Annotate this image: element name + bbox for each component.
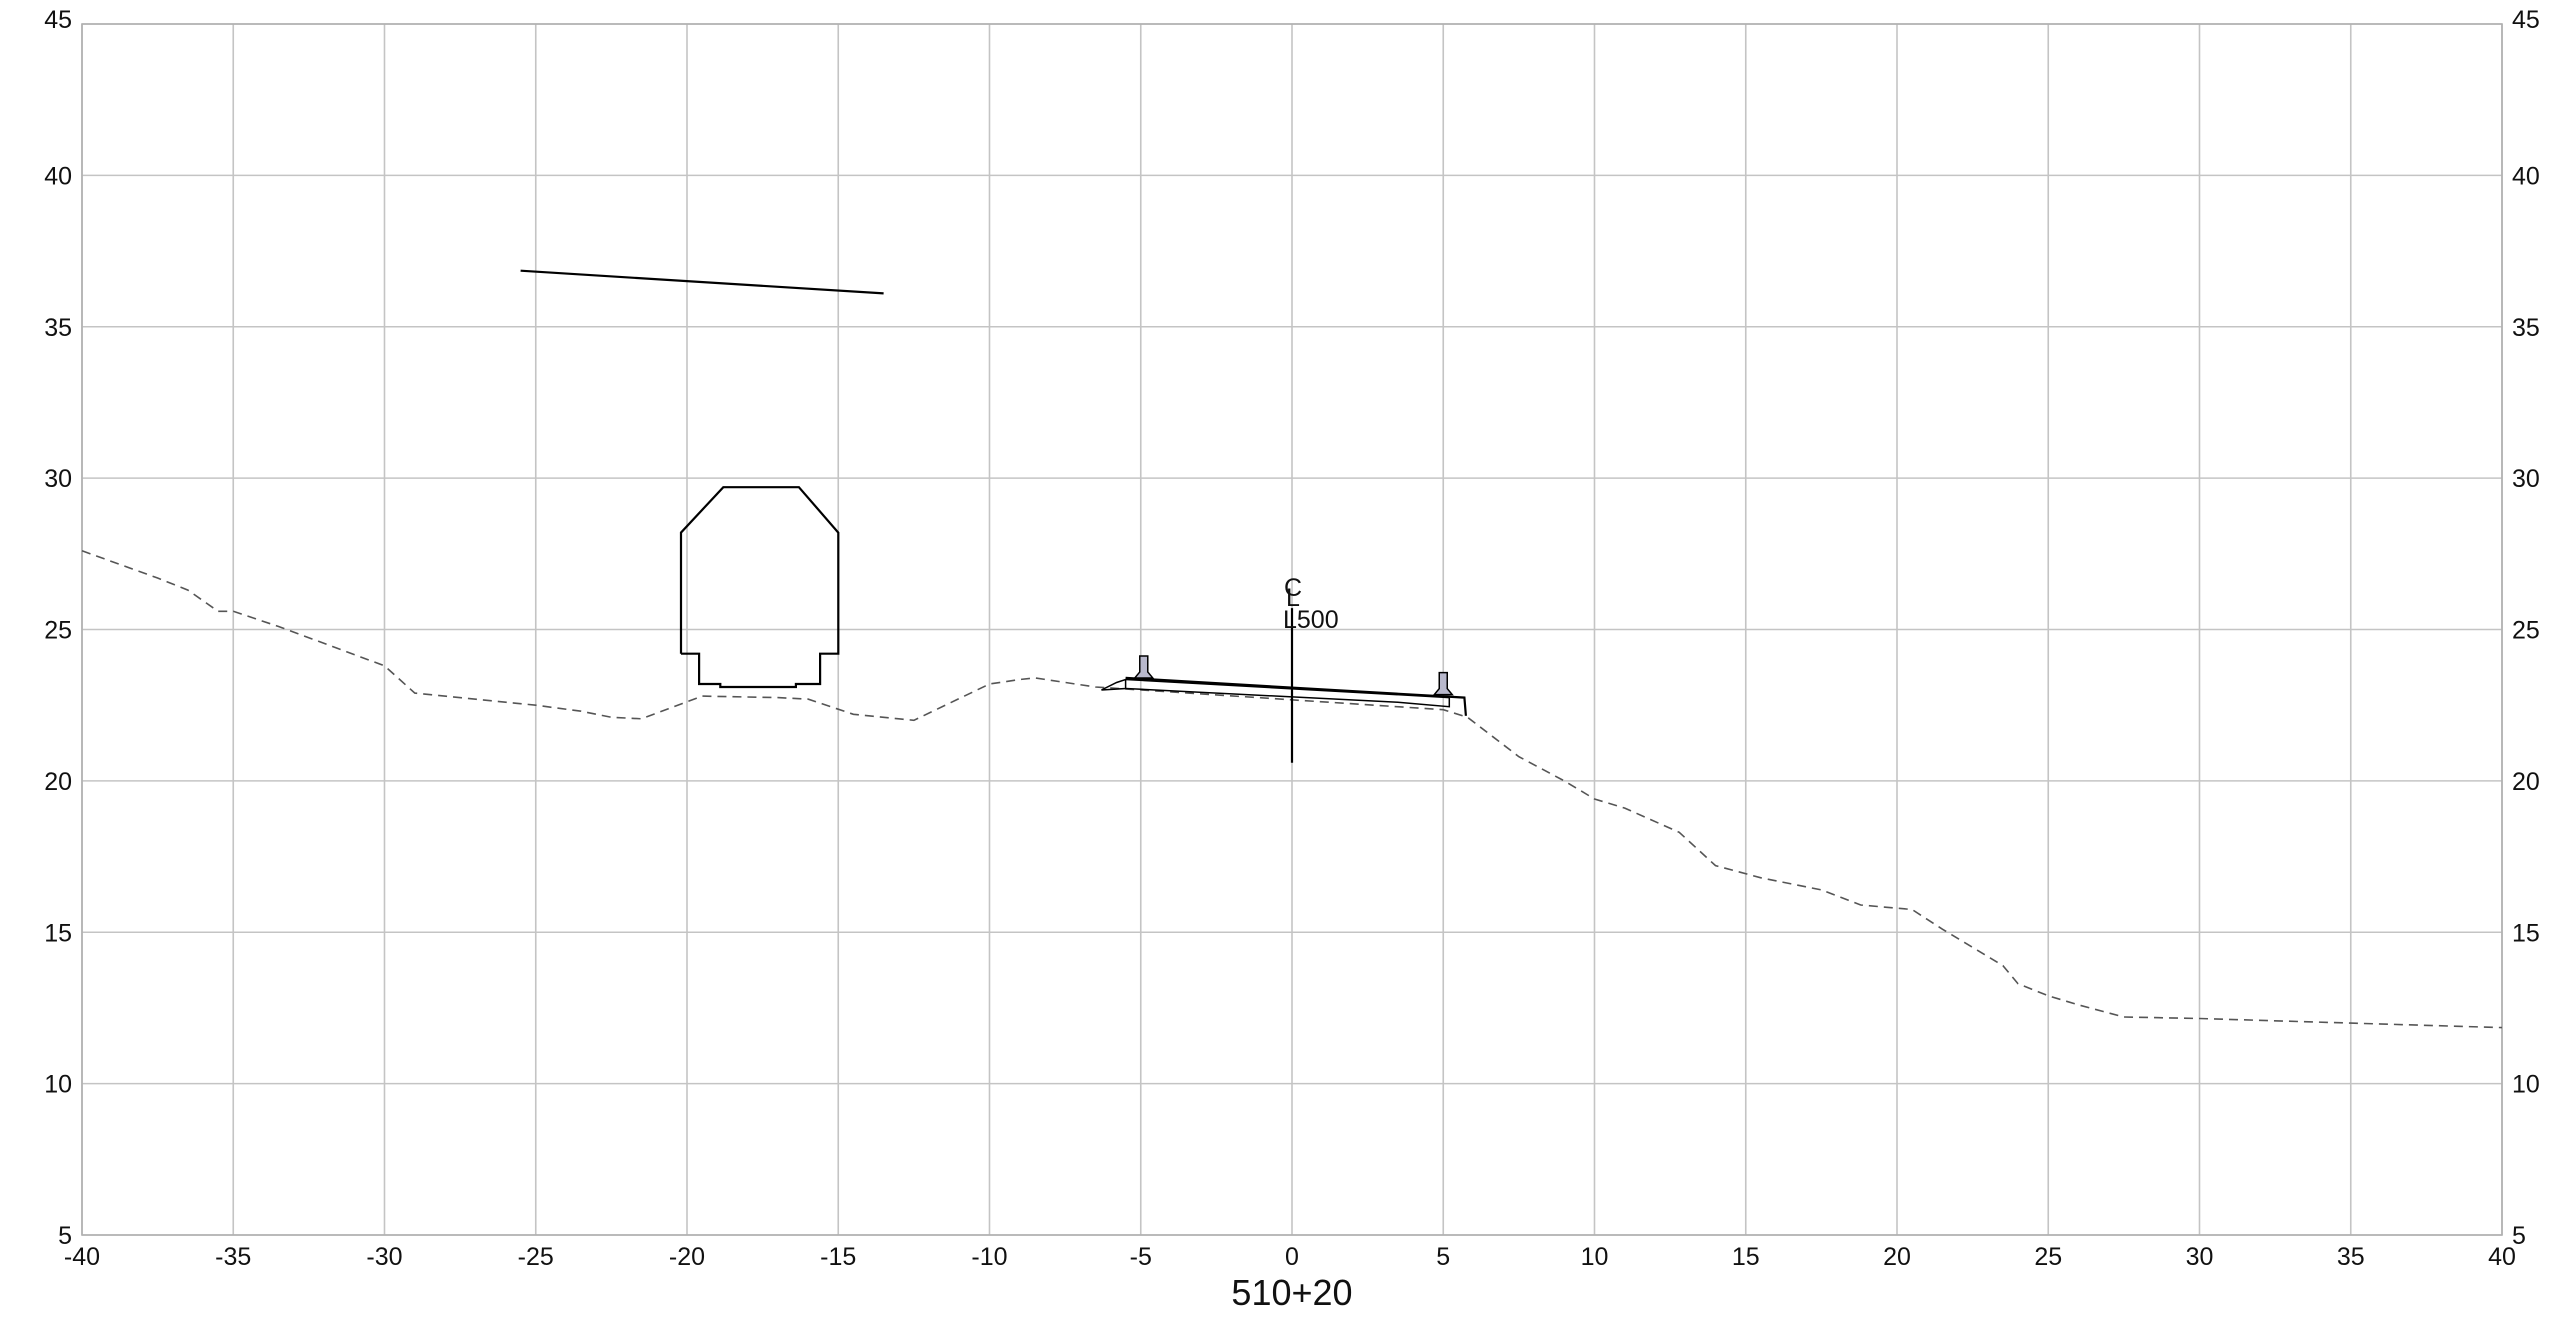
plot-frame (81, 23, 2503, 1236)
axis-labels: -40 -35 -30 -25 -20 -15 -10 -5 0 5 10 15 20 25 30 35 405… (44, 6, 2540, 1271)
rail-marker (1432, 671, 1454, 696)
y-tick-label-right: 5 (2512, 1222, 2526, 1250)
y-tick-label-left: 15 (44, 919, 72, 947)
x-tick-label: 40 (2488, 1243, 2516, 1271)
centerline-label: L500 (1283, 606, 1339, 634)
x-tick-label: -30 (366, 1243, 402, 1271)
y-tick-label-left: 35 (44, 314, 72, 342)
x-tick-label: 35 (2337, 1243, 2365, 1271)
section-line-6 (1125, 678, 1450, 699)
x-tick-label: 0 (1285, 1243, 1299, 1271)
y-tick-label-right: 45 (2512, 6, 2540, 34)
x-tick-label: 10 (1581, 1243, 1609, 1271)
x-tick-label: -20 (669, 1243, 705, 1271)
x-tick-label: 30 (2186, 1243, 2214, 1271)
y-tick-label-left: 40 (44, 162, 72, 190)
y-tick-label-right: 20 (2512, 768, 2540, 796)
x-tick-label: -25 (518, 1243, 554, 1271)
section-line-3 (1125, 676, 1467, 716)
centerline-symbol-c: C (1284, 574, 1302, 602)
x-tick-label: 25 (2034, 1243, 2062, 1271)
centerline-symbol-l: L (1286, 584, 1300, 612)
y-tick-label-right: 40 (2512, 162, 2540, 190)
station-label: 510+20 (1231, 1272, 1352, 1313)
x-tick-label: -5 (1130, 1243, 1152, 1271)
y-tick-label-right: 15 (2512, 919, 2540, 947)
x-tick-label: -15 (820, 1243, 856, 1271)
grid-layer (81, 23, 2503, 1236)
x-tick-label: 5 (1436, 1243, 1450, 1271)
x-tick-label: -35 (215, 1243, 251, 1271)
y-tick-label-right: 25 (2512, 617, 2540, 645)
y-tick-label-left: 25 (44, 617, 72, 645)
section-geometry (81, 269, 2503, 1029)
y-tick-label-right: 30 (2512, 465, 2540, 493)
y-tick-label-right: 35 (2512, 314, 2540, 342)
y-tick-label-left: 10 (44, 1071, 72, 1099)
y-tick-label-left: 20 (44, 768, 72, 796)
x-tick-label: 20 (1883, 1243, 1911, 1271)
x-tick-label: -40 (64, 1243, 100, 1271)
section-line-2 (679, 486, 840, 689)
y-tick-label-left: 30 (44, 465, 72, 493)
section-line-5 (1125, 687, 1451, 708)
section-line-1 (520, 269, 884, 295)
y-tick-label-right: 10 (2512, 1071, 2540, 1099)
y-tick-label-left: 45 (44, 6, 72, 34)
centerline-group: C L L500 (1283, 574, 1339, 763)
x-tick-label: 15 (1732, 1243, 1760, 1271)
y-tick-label-left: 5 (58, 1222, 72, 1250)
rail-marker (1133, 655, 1155, 679)
x-tick-label: -10 (971, 1243, 1007, 1271)
